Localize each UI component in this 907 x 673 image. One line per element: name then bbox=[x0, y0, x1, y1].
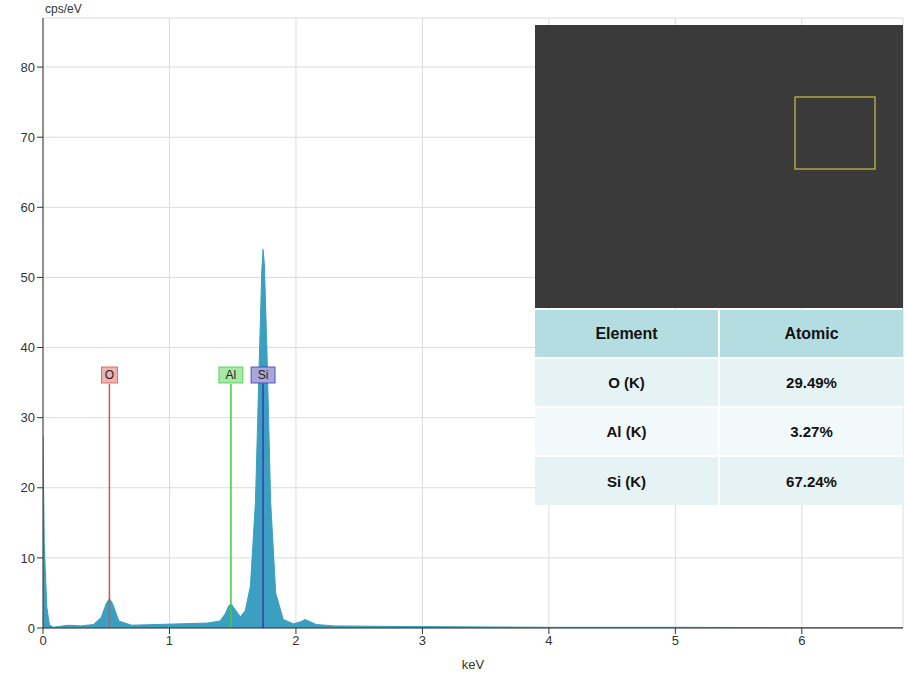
svg-text:0: 0 bbox=[39, 633, 46, 648]
svg-text:40: 40 bbox=[21, 340, 35, 355]
svg-text:5: 5 bbox=[672, 633, 679, 648]
svg-text:20: 20 bbox=[21, 480, 35, 495]
svg-text:1: 1 bbox=[166, 633, 173, 648]
html-text:Element: Element bbox=[595, 324, 658, 342]
svg-text:30: 30 bbox=[21, 410, 35, 425]
svg-text:2: 2 bbox=[292, 633, 299, 648]
svg-text:4: 4 bbox=[545, 633, 552, 648]
html-text:Si (K): Si (K) bbox=[606, 472, 647, 490]
svg-text:Al: Al bbox=[226, 368, 237, 382]
svg-text:O: O bbox=[105, 368, 114, 382]
svg-text:50: 50 bbox=[21, 270, 35, 285]
html-text:67.24%: 67.24% bbox=[786, 472, 837, 490]
svg-text:Si: Si bbox=[258, 368, 269, 382]
html-text:cps/eV: cps/eV bbox=[45, 2, 82, 16]
html-text:O (K): O (K) bbox=[608, 374, 645, 391]
html-text:Al (K): Al (K) bbox=[606, 423, 647, 440]
svg-text:10: 10 bbox=[21, 551, 35, 566]
svg-text:60: 60 bbox=[21, 200, 35, 215]
svg-text:6: 6 bbox=[798, 633, 805, 648]
html-text:3.27%: 3.27% bbox=[790, 423, 833, 440]
svg-text:80: 80 bbox=[21, 60, 35, 75]
svg-text:70: 70 bbox=[21, 130, 35, 145]
html-text:29.49%: 29.49% bbox=[786, 374, 837, 391]
svg-text:keV: keV bbox=[462, 657, 485, 672]
html-text:Atomic: Atomic bbox=[784, 324, 839, 342]
svg-text:0: 0 bbox=[28, 621, 35, 636]
svg-text:3: 3 bbox=[419, 633, 426, 648]
